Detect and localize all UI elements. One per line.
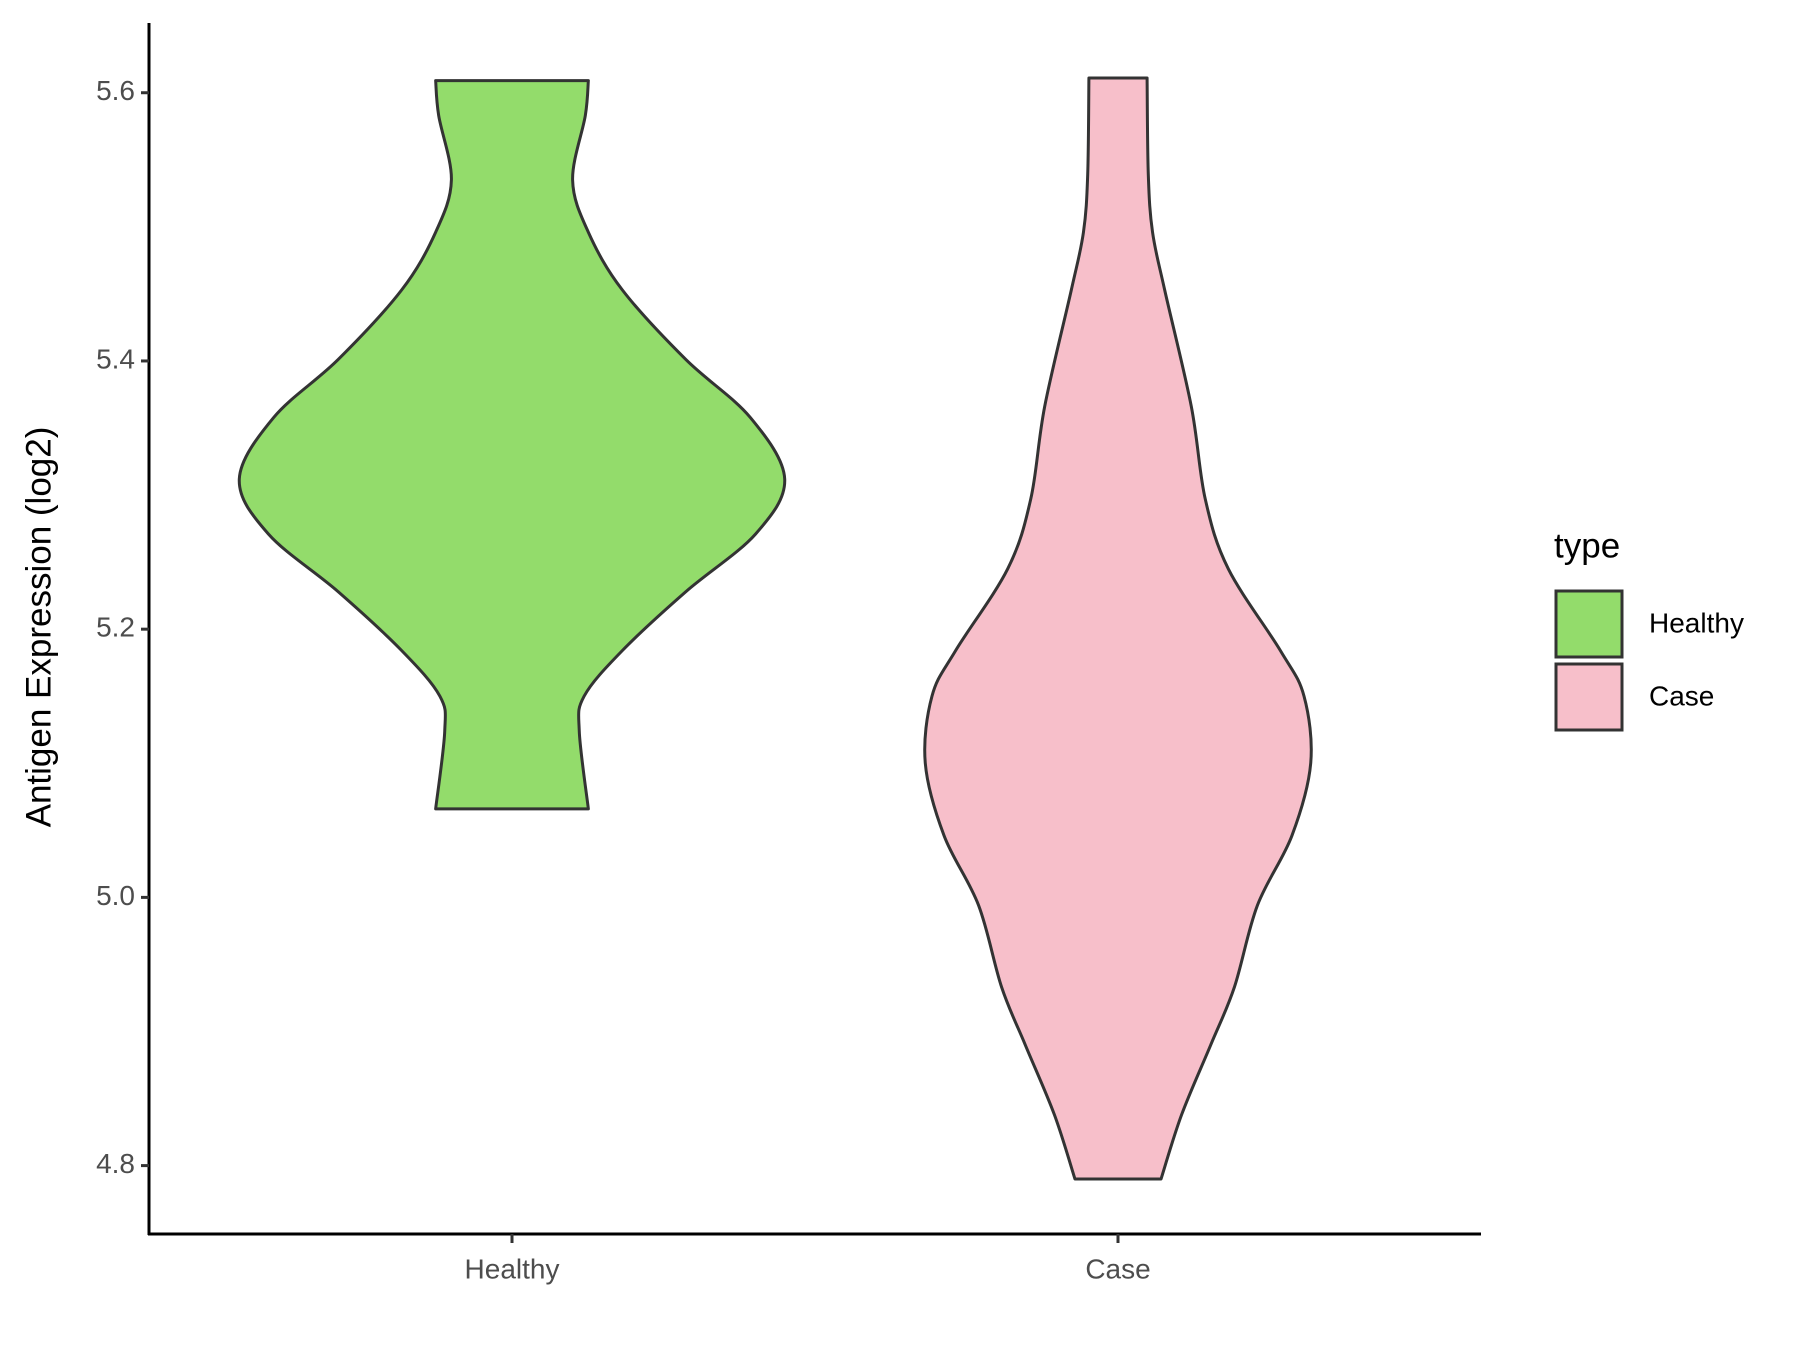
x-tick-label: Healthy — [465, 1253, 560, 1284]
y-tick-label: 4.8 — [96, 1148, 135, 1179]
x-tick-label: Case — [1085, 1253, 1150, 1284]
violin — [237, 79, 787, 811]
y-tick-label: 5.2 — [96, 612, 135, 643]
y-tick-label: 5.4 — [96, 343, 135, 374]
y-tick-label: 5.6 — [96, 75, 135, 106]
legend-key — [1554, 589, 1624, 659]
legend-key — [1554, 662, 1624, 732]
legend-title: type — [1554, 526, 1620, 565]
y-tick-label: 5.0 — [96, 880, 135, 911]
legend-label: Healthy — [1649, 607, 1744, 638]
violin — [923, 76, 1313, 1181]
legend-label: Case — [1649, 680, 1714, 711]
y-axis-title: Antigen Expression (log2) — [19, 427, 58, 828]
